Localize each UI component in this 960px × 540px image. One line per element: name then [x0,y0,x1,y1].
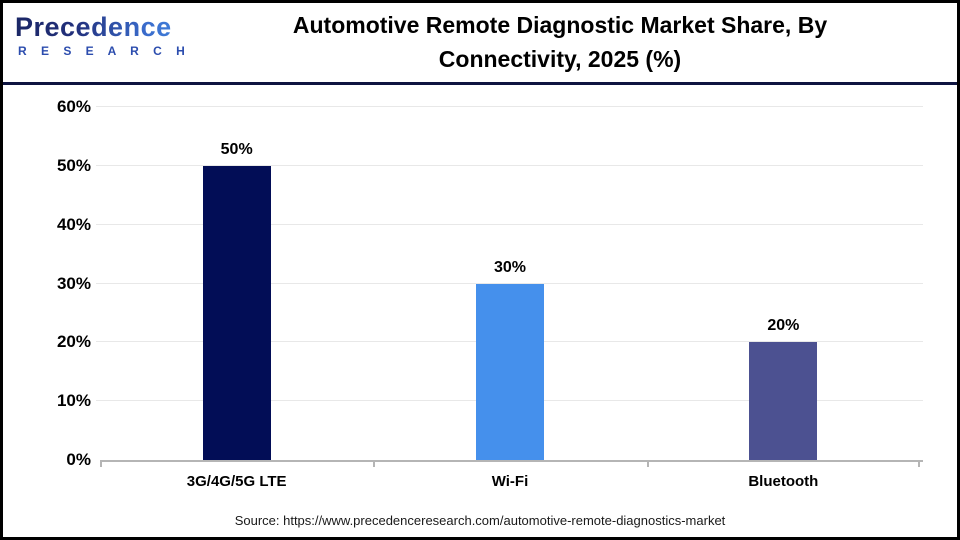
y-tick-label: 40% [56,214,91,234]
y-tick-label: 20% [56,332,91,352]
chart-title-line2: Connectivity, 2025 (%) [438,46,682,72]
header: Precedence R E S E A R C H Automotive Re… [3,3,957,85]
y-tick-label: 10% [56,391,91,411]
bar-3G/4G/5G LTE [202,165,271,460]
x-axis-baseline [100,460,923,462]
axis-tick [373,460,376,467]
axis-tick [100,460,102,467]
y-tick-label: 60% [56,97,91,116]
brand-wordmark: Precedence [15,14,190,41]
precedence-logo: Precedence R E S E A R C H [15,14,191,58]
source-text: Source: https://www.precedenceresearch.c… [234,513,726,528]
bar-Bluetooth [749,342,818,460]
gridline-40 [96,223,923,225]
y-tick-label: 50% [56,155,91,175]
y-tick-label: 0% [66,450,91,469]
bar-value-label: 20% [767,317,800,335]
chart-title-line1: Automotive Remote Diagnostic Market Shar… [292,12,828,38]
plot-area: 50% 30% 20% [96,106,923,460]
axis-tick [918,460,920,467]
y-tick-label: 30% [56,273,91,293]
gridline-50 [96,164,923,166]
chart-title: Automotive Remote Diagnostic Market Shar… [163,8,957,76]
brand-subtitle: R E S E A R C H [18,44,191,58]
gridline-60 [96,106,923,107]
bar-Wi-Fi [476,283,544,460]
bar-value-label: 30% [493,258,527,276]
gridline-30 [96,282,923,284]
x-axis-label: Bluetooth [748,473,819,490]
x-axis-label: 3G/4G/5G LTE [186,473,287,490]
x-axis-label: Wi-Fi [491,473,529,490]
axis-tick [646,460,649,467]
bar-value-label: 50% [220,140,253,158]
